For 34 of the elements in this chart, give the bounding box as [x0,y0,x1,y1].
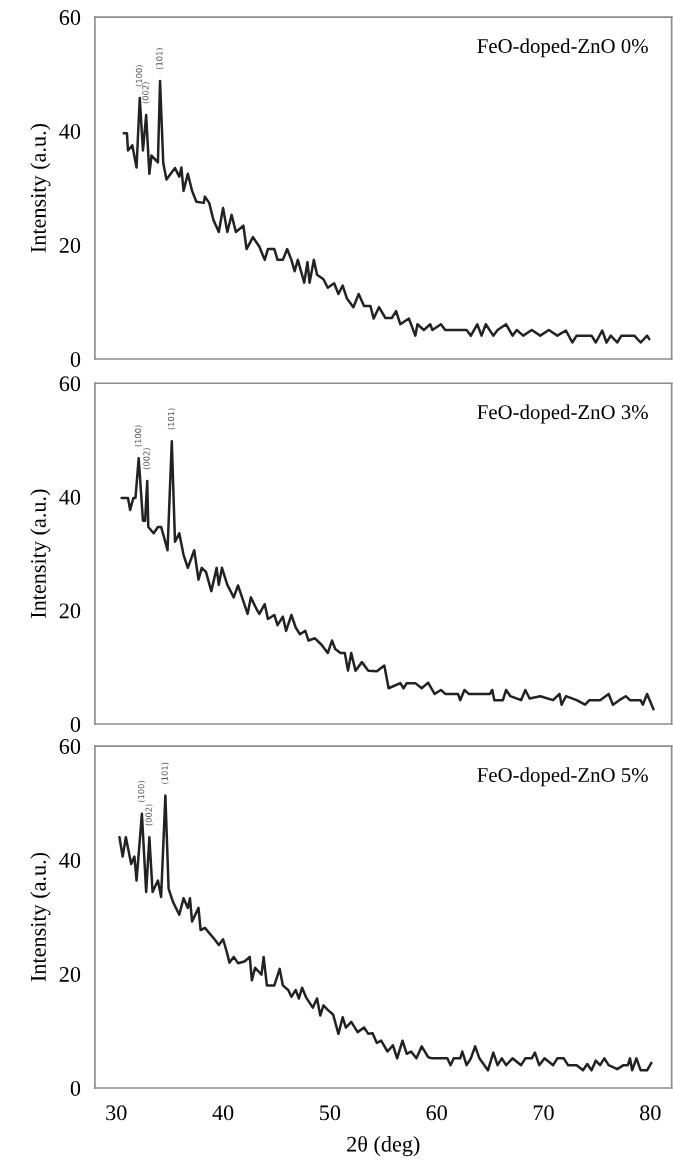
y-tick-label: 40 [59,124,81,139]
annotation: (100) [137,781,146,803]
annotation: (101) [167,408,176,430]
y-tick-label: 60 [59,10,81,26]
y-tick-label: 0 [70,716,81,732]
x-tick-label: 30 [106,1105,127,1121]
y-axis-title: Intensity (a.u.) [30,489,51,618]
x-tick-label: 80 [640,1105,661,1121]
y-tick-label: 60 [59,376,81,392]
text: FeO-doped-ZnO 5% [477,767,648,787]
annotation: (101) [161,762,169,784]
y-tick-label: 0 [70,1080,81,1096]
x-tick-label: 50 [320,1105,341,1121]
annotation: (101) [156,48,164,70]
y-tick-label: 40 [59,489,81,505]
annotation: (002) [143,448,151,470]
x-axis-title: 2θ (deg) [347,1135,420,1157]
annotation: (100) [135,65,144,87]
y-tick-label: 20 [59,237,81,253]
x-tick-label: 60 [426,1105,447,1121]
y-axis-title: Intensity (a.u.) [30,123,51,253]
y-tick-label: 20 [59,603,81,619]
annotation: (002) [142,82,150,104]
y-tick-label: 60 [59,738,81,754]
annotation: (002) [145,804,153,826]
x-tick-label: 40 [212,1105,234,1121]
y-tick-label: 20 [59,966,81,982]
annotation: (100) [134,425,143,447]
y-tick-label: 40 [59,852,81,868]
y-tick-label: 0 [70,351,81,367]
text: FeO-doped-ZnO 0% [477,38,648,58]
y-axis-title: Intensity (a.u.) [30,852,51,982]
x-tick-label: 70 [533,1105,554,1121]
text: FeO-doped-ZnO 3% [477,404,648,424]
